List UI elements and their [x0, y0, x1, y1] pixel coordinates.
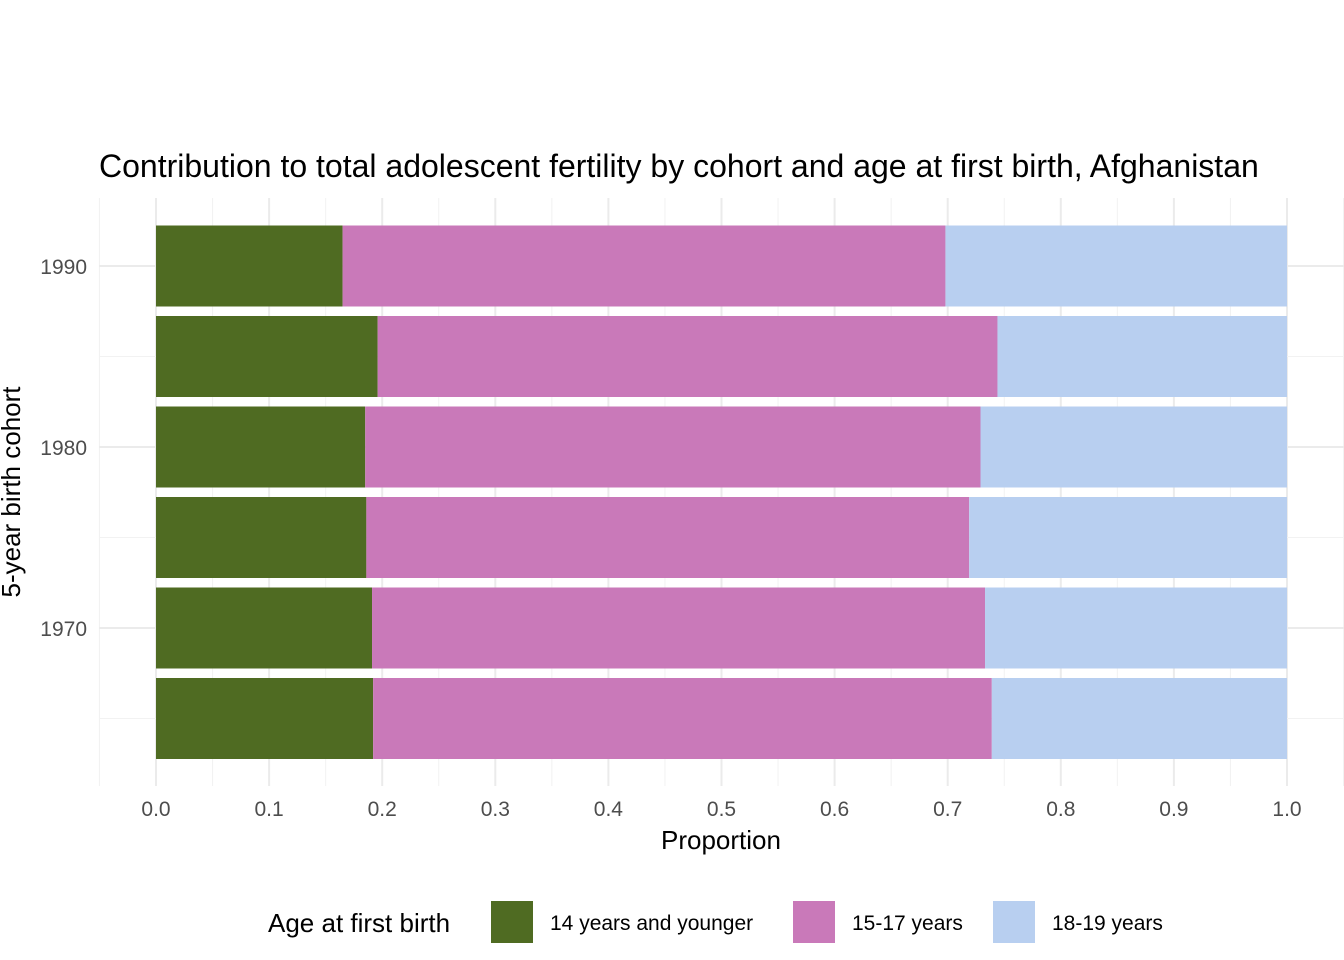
bar-segment-1985-series-2: [377, 316, 998, 397]
legend-label-2: 15-17 years: [852, 912, 963, 935]
bar-segment-1970-series-1: [156, 587, 373, 669]
x-tick-label: 0.1: [254, 798, 283, 821]
x-tick-label: 0.9: [1159, 798, 1188, 821]
legend-key-2: [793, 901, 835, 943]
bar-segment-1980-series-1: [156, 406, 366, 488]
bar-segment-1975-series-2: [366, 497, 970, 578]
x-tick-label: 0.6: [820, 798, 849, 821]
bar-segment-1990-series-1: [156, 225, 343, 307]
stacked-bars: [156, 225, 1287, 759]
y-axis-title: 5-year birth cohort: [0, 386, 26, 598]
x-tick-label: 0.4: [594, 798, 624, 821]
y-tick-label: 1970: [40, 618, 87, 641]
bar-segment-1975-series-3: [969, 497, 1287, 578]
legend-key-3: [993, 901, 1035, 943]
x-tick-label: 0.0: [141, 798, 170, 821]
y-tick-label: 1990: [40, 256, 87, 279]
bar-segment-1970-series-2: [372, 587, 986, 669]
bar-segment-1990-series-3: [945, 225, 1287, 307]
y-axis-tick-labels: 1970 1980 1990: [40, 256, 87, 641]
x-axis-title: Proportion: [661, 825, 781, 855]
x-tick-label: 0.5: [707, 798, 736, 821]
chart-title: Contribution to total adolescent fertili…: [99, 148, 1259, 184]
x-tick-label: 0.2: [368, 798, 397, 821]
x-axis-tick-labels: 0.0 0.1 0.2 0.3 0.4 0.5 0.6 0.7 0.8 0.9 1.0: [141, 798, 1301, 821]
x-tick-label: 0.7: [933, 798, 962, 821]
x-tick-label: 0.8: [1046, 798, 1075, 821]
x-tick-label: 1.0: [1272, 798, 1301, 821]
legend-key-1: [491, 901, 533, 943]
bar-segment-1980-series-3: [980, 406, 1287, 488]
legend-label-3: 18-19 years: [1052, 912, 1163, 935]
bar-segment-1970-series-3: [985, 587, 1287, 669]
bar-segment-1990-series-2: [342, 225, 946, 307]
bar-segment-1980-series-2: [365, 406, 981, 488]
bar-segment-1965-series-2: [373, 678, 992, 759]
bar-segment-1985-series-1: [156, 316, 378, 397]
legend-title: Age at first birth: [268, 908, 450, 938]
bar-segment-1985-series-3: [997, 316, 1287, 397]
legend: Age at first birth 14 years and younger 1…: [268, 901, 1163, 943]
bar-segment-1965-series-1: [156, 678, 374, 759]
bar-segment-1965-series-3: [991, 678, 1287, 759]
bar-segment-1975-series-1: [156, 497, 367, 578]
legend-label-1: 14 years and younger: [550, 912, 753, 935]
y-tick-label: 1980: [40, 437, 87, 460]
x-tick-label: 0.3: [481, 798, 510, 821]
